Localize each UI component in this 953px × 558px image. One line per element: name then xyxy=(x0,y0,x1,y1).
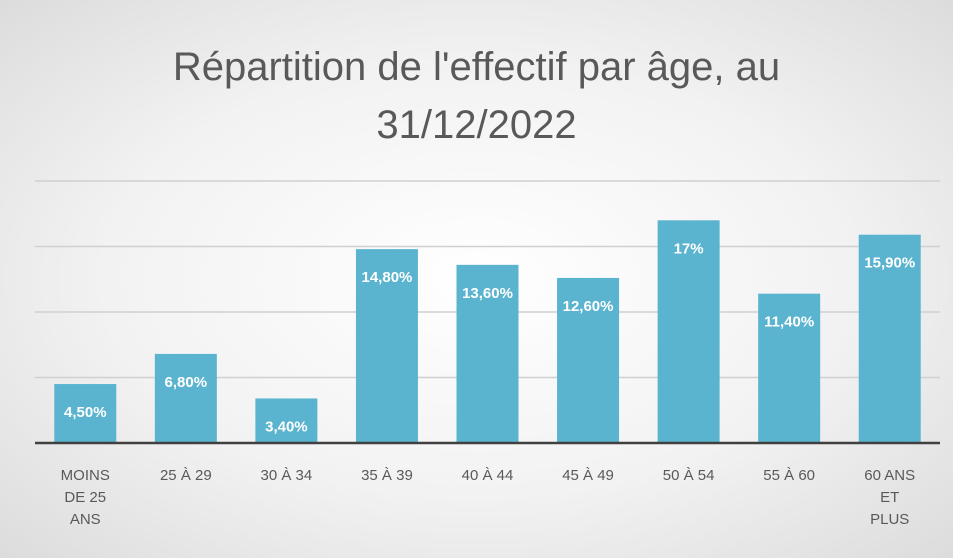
bar xyxy=(758,293,821,443)
bar xyxy=(255,398,318,443)
x-tick-label: 30 À 34 xyxy=(260,467,313,484)
bar xyxy=(355,249,418,443)
bar xyxy=(54,384,117,443)
value-label: 12,60% xyxy=(563,298,614,315)
value-label: 17% xyxy=(674,240,704,257)
x-tick-label: MOINS DE 25 ANS xyxy=(60,467,110,528)
value-label: 14,80% xyxy=(362,269,413,286)
x-tick-label: 35 À 39 xyxy=(361,467,413,484)
value-label: 4,50% xyxy=(64,404,107,421)
bar xyxy=(657,220,720,443)
value-label: 6,80% xyxy=(165,374,208,391)
value-label: 3,40% xyxy=(265,418,308,435)
chart-title: Répartition de l'effectif par âge, au 31… xyxy=(172,45,781,147)
x-tick-label: 55 À 60 xyxy=(763,467,816,484)
value-label: 15,90% xyxy=(864,255,915,272)
x-tick-label: 40 À 44 xyxy=(461,467,514,484)
value-label: 13,60% xyxy=(462,285,513,302)
x-tick-label: 60 ANS ET PLUS xyxy=(864,467,916,528)
x-tick-label: 50 À 54 xyxy=(662,467,715,484)
bar xyxy=(456,264,519,443)
x-tick-label: 25 À 29 xyxy=(159,467,212,484)
bar xyxy=(154,353,217,443)
value-label: 11,40% xyxy=(764,314,814,331)
bar xyxy=(557,277,620,443)
x-tick-label: 45 À 49 xyxy=(562,467,614,484)
bar xyxy=(858,234,921,443)
